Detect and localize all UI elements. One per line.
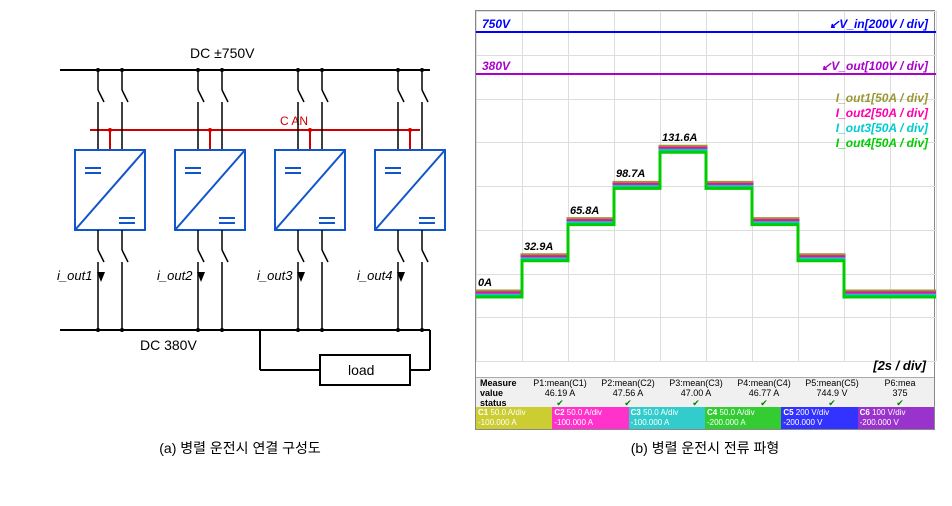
footer-channel: C2 50.0 A/div-100.000 A — [552, 407, 628, 429]
trace-axis-label-Iout4: I_out4[50A / div] — [836, 136, 928, 150]
caption-b: (b) 병렬 운전시 전류 파형 — [631, 438, 780, 458]
scope-plot-area: 750V↙V_in[200V / div]380V↙V_out[100V / d… — [476, 11, 934, 361]
scope-screen: 750V↙V_in[200V / div]380V↙V_out[100V / d… — [475, 10, 935, 430]
current-traces — [476, 11, 936, 361]
step-value-label: 32.9A — [524, 241, 553, 253]
measure-col: P5:mean(C5)744.9 V✔ — [798, 378, 866, 407]
footer-channel: C6 100 V/div-200.000 V — [858, 407, 934, 429]
iout-label: i_out2 — [157, 268, 193, 283]
trace-axis-label-Iout2: I_out2[50A / div] — [836, 106, 928, 120]
converter-group: i_out1 i_out2 i_out3 i_out4 — [57, 68, 445, 332]
footer-channel: C1 50.0 A/div-100.000 A — [476, 407, 552, 429]
step-value-label: 98.7A — [616, 168, 645, 180]
measure-col: P3:mean(C3)47.00 A✔ — [662, 378, 730, 407]
iout-label: i_out1 — [57, 268, 92, 283]
footer-channel: C3 50.0 A/div-100.000 A — [629, 407, 705, 429]
step-value-label: 131.6A — [662, 132, 697, 144]
trace-axis-label-Iout3: I_out3[50A / div] — [836, 121, 928, 135]
step-value-label: 0A — [478, 277, 492, 289]
top-bus-label: DC ±750V — [190, 45, 255, 61]
timebase-label: [2s / div] — [873, 358, 926, 373]
step-value-label: 65.8A — [570, 205, 599, 217]
trace-Iout4 — [476, 152, 936, 297]
measure-col: P4:mean(C4)46.77 A✔ — [730, 378, 798, 407]
footer-channel: C5 200 V/div-200.000 V — [781, 407, 857, 429]
measure-col: P1:mean(C1)46.19 A✔ — [526, 378, 594, 407]
panel-a: DC ±750V C AN i_out1 i_out2 i_out3 i_out4 D… — [10, 10, 470, 496]
footer-channel: C4 50.0 A/div-200.000 A — [705, 407, 781, 429]
iout-label: i_out3 — [257, 268, 293, 283]
measure-header: Measure — [480, 378, 526, 388]
load-label: load — [348, 362, 374, 378]
caption-a: (a) 병렬 운전시 연결 구성도 — [159, 438, 320, 458]
footer-bar: C1 50.0 A/div-100.000 AC2 50.0 A/div-100… — [476, 407, 934, 429]
iout-label: i_out4 — [357, 268, 392, 283]
can-label: C AN — [280, 114, 308, 128]
measure-col: P2:mean(C2)47.56 A✔ — [594, 378, 662, 407]
trace-axis-label-Iout1: I_out1[50A / div] — [836, 91, 928, 105]
measure-col: P6:mea375✔ — [866, 378, 934, 407]
circuit-diagram: DC ±750V C AN i_out1 i_out2 i_out3 i_out4 D… — [20, 10, 460, 430]
panel-b: 750V↙V_in[200V / div]380V↙V_out[100V / d… — [470, 10, 940, 496]
measure-value-row: value — [480, 388, 526, 398]
measure-bar: MeasurevaluestatusP1:mean(C1)46.19 A✔P2:… — [476, 377, 934, 407]
bottom-bus-label: DC 380V — [140, 337, 197, 353]
